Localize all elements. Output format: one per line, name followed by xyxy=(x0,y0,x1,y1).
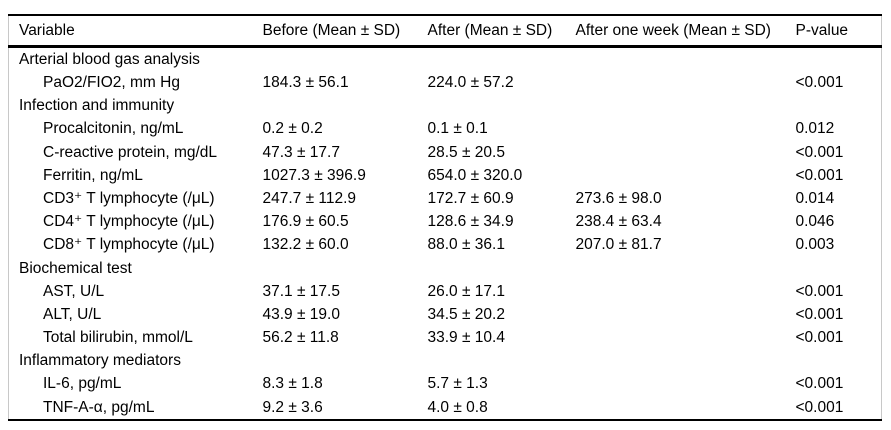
variable-label: PaO2/FIO2, mm Hg xyxy=(43,74,180,92)
p-value: <0.001 xyxy=(795,74,844,92)
p-value: <0.001 xyxy=(795,398,844,416)
after-value: 128.6 ± 34.9 xyxy=(427,213,514,231)
column-header-after-one-week: After one week (Mean ± SD) xyxy=(575,15,796,48)
section-label: Biochemical test xyxy=(19,259,132,277)
table-body: Arterial blood gas analysis PaO2/FIO2, mm… xyxy=(9,47,882,421)
week-value xyxy=(576,71,796,94)
section-label: Arterial blood gas analysis xyxy=(19,50,200,68)
results-table: Variable Before (Mean ± SD) After (Mean … xyxy=(8,14,882,421)
week-value: 238.4 ± 63.4 xyxy=(575,213,662,231)
column-header-variable: Variable xyxy=(8,15,263,48)
variable-label: IL-6, pg/mL xyxy=(43,375,122,393)
week-value xyxy=(576,118,796,141)
before-value: 132.2 ± 60.0 xyxy=(262,236,349,254)
table-row: CD3⁺ T lymphocyte (/μL) 247.7 ± 112.9 172.… xyxy=(9,187,882,210)
after-value: 4.0 ± 0.8 xyxy=(427,398,488,416)
table-row: TNF-A-α, pg/mL 9.2 ± 3.6 4.0 ± 0.8 <0.001 xyxy=(9,396,882,420)
after-value: 0.1 ± 0.1 xyxy=(427,120,488,138)
table-row: CD4⁺ T lymphocyte (/μL) 176.9 ± 60.5 128.6… xyxy=(9,210,882,233)
p-value: 0.046 xyxy=(795,213,835,231)
section-row: Infection and immunity xyxy=(9,94,882,117)
week-value xyxy=(576,396,796,420)
table-row: Procalcitonin, ng/mL 0.2 ± 0.2 0.1 ± 0.1 0.… xyxy=(9,118,882,141)
p-value: 0.003 xyxy=(795,236,835,254)
variable-label: ALT, U/L xyxy=(43,305,102,323)
before-value: 8.3 ± 1.8 xyxy=(262,375,323,393)
before-value: 47.3 ± 17.7 xyxy=(262,143,340,161)
section-label: Infection and immunity xyxy=(19,97,175,115)
after-value: 654.0 ± 320.0 xyxy=(427,166,523,184)
table-row: CD8⁺ T lymphocyte (/μL) 132.2 ± 60.0 88.0 … xyxy=(9,234,882,257)
p-value: <0.001 xyxy=(795,329,844,347)
section-row: Biochemical test xyxy=(9,257,882,280)
week-value xyxy=(576,373,796,396)
column-header-p-value: P-value xyxy=(795,15,882,48)
section-label: Inflammatory mediators xyxy=(19,352,181,370)
before-value: 1027.3 ± 396.9 xyxy=(262,166,366,184)
before-value: 184.3 ± 56.1 xyxy=(262,74,349,92)
variable-label: C-reactive protein, mg/dL xyxy=(43,143,218,161)
p-value: <0.001 xyxy=(795,305,844,323)
variable-label: Total bilirubin, mmol/L xyxy=(43,329,193,347)
variable-label: Procalcitonin, ng/mL xyxy=(43,120,184,138)
p-value: <0.001 xyxy=(795,143,844,161)
week-value: 273.6 ± 98.0 xyxy=(575,189,662,207)
week-value xyxy=(576,303,796,326)
after-value: 34.5 ± 20.2 xyxy=(427,305,505,323)
before-value: 9.2 ± 3.6 xyxy=(262,398,323,416)
after-value: 224.0 ± 57.2 xyxy=(427,74,514,92)
section-row: Inflammatory mediators xyxy=(9,349,882,372)
p-value: 0.014 xyxy=(795,189,835,207)
variable-label: CD3⁺ T lymphocyte (/μL) xyxy=(43,189,215,207)
before-value: 176.9 ± 60.5 xyxy=(262,213,349,231)
before-value: 56.2 ± 11.8 xyxy=(262,329,339,347)
table-row: AST, U/L 37.1 ± 17.5 26.0 ± 17.1 <0.001 xyxy=(9,280,882,303)
variable-label: CD8⁺ T lymphocyte (/μL) xyxy=(43,236,215,254)
week-value xyxy=(576,326,796,349)
week-value xyxy=(576,164,796,187)
table-row: IL-6, pg/mL 8.3 ± 1.8 5.7 ± 1.3 <0.001 xyxy=(9,373,882,396)
variable-label: AST, U/L xyxy=(43,282,105,300)
variable-label: Ferritin, ng/mL xyxy=(43,166,143,184)
after-value: 33.9 ± 10.4 xyxy=(427,329,505,347)
header-row: Variable Before (Mean ± SD) After (Mean … xyxy=(8,15,882,48)
after-value: 5.7 ± 1.3 xyxy=(427,375,488,393)
section-row: Arterial blood gas analysis xyxy=(9,47,882,72)
table-row: Ferritin, ng/mL 1027.3 ± 396.9 654.0 ± 320… xyxy=(9,164,882,187)
table-row: Total bilirubin, mmol/L 56.2 ± 11.8 33.9 ±… xyxy=(9,326,882,349)
p-value: <0.001 xyxy=(795,282,844,300)
table-row: PaO2/FIO2, mm Hg 184.3 ± 56.1 224.0 ± 57.2… xyxy=(9,71,882,94)
table-row: C-reactive protein, mg/dL 47.3 ± 17.7 28.5… xyxy=(9,141,882,164)
column-header-after: After (Mean ± SD) xyxy=(427,15,576,48)
before-value: 0.2 ± 0.2 xyxy=(262,120,323,138)
variable-label: CD4⁺ T lymphocyte (/μL) xyxy=(43,213,215,231)
p-value: 0.012 xyxy=(795,120,835,138)
after-value: 172.7 ± 60.9 xyxy=(427,189,514,207)
before-value: 37.1 ± 17.5 xyxy=(262,282,340,300)
after-value: 88.0 ± 36.1 xyxy=(427,236,505,254)
variable-label: TNF-A-α, pg/mL xyxy=(43,398,155,416)
after-value: 28.5 ± 20.5 xyxy=(427,143,505,161)
before-value: 247.7 ± 112.9 xyxy=(262,189,357,207)
table-row: ALT, U/L 43.9 ± 19.0 34.5 ± 20.2 <0.001 xyxy=(9,303,882,326)
after-value: 26.0 ± 17.1 xyxy=(427,282,505,300)
week-value: 207.0 ± 81.7 xyxy=(575,236,662,254)
week-value xyxy=(576,280,796,303)
p-value: <0.001 xyxy=(795,375,844,393)
p-value: <0.001 xyxy=(795,166,844,184)
before-value: 43.9 ± 19.0 xyxy=(262,305,340,323)
week-value xyxy=(576,141,796,164)
column-header-before: Before (Mean ± SD) xyxy=(262,15,428,48)
